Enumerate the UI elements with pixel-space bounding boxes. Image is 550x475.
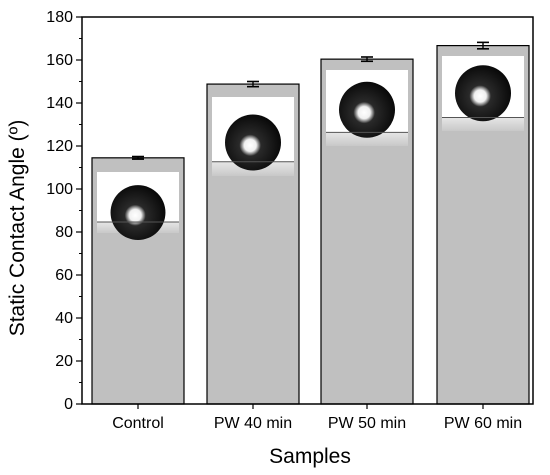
x-axis-title: Samples [269, 445, 351, 468]
x-tick-label-1: PW 40 min [214, 415, 292, 432]
plot-area: Control PW 40 min PW 50 min PW 60 min 0 20 40 6… [46, 9, 534, 432]
x-tick-label-0: Control [112, 415, 164, 432]
y-tick-label-140: 140 [46, 95, 73, 112]
y-tick-label-40: 40 [55, 310, 73, 327]
water-droplet-0 [110, 185, 166, 240]
y-tick-label-60: 60 [55, 267, 73, 284]
y-tick-label-100: 100 [46, 181, 73, 198]
water-droplet-1 [225, 114, 281, 171]
y-tick-label-20: 20 [55, 353, 73, 370]
y-tick-label-80: 80 [55, 224, 73, 241]
y-tick-label-0: 0 [64, 396, 73, 413]
y-axis-title: Static Contact Angle (º) [6, 120, 29, 337]
x-tick-label-3: PW 60 min [444, 415, 522, 432]
x-tick-label-2: PW 50 min [328, 415, 406, 432]
droplet-substrate-3 [442, 117, 524, 131]
y-tick-label-180: 180 [46, 9, 73, 26]
water-droplet-2 [339, 81, 395, 138]
y-tick-label-120: 120 [46, 138, 73, 155]
y-tick-label-160: 160 [46, 52, 73, 69]
droplet-substrate-2 [326, 132, 408, 146]
water-droplet-3 [455, 65, 511, 122]
